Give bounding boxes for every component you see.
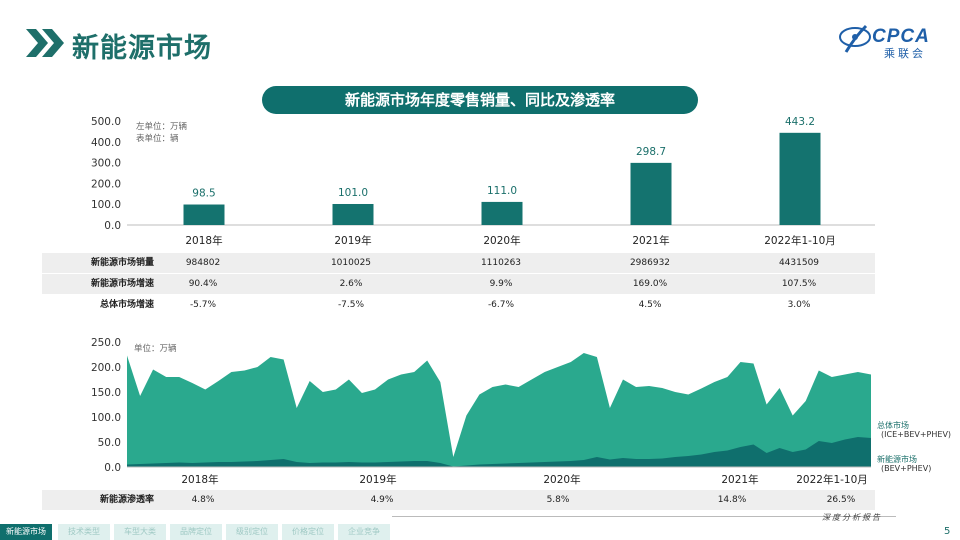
area-y-tick: 150.0 xyxy=(91,387,121,399)
bar-data-label: 443.2 xyxy=(785,116,815,128)
cpca-logo-icon xyxy=(838,22,872,56)
bar-y-tick: 0.0 xyxy=(104,220,121,232)
bar xyxy=(779,132,821,225)
penetration-cell: 4.8% xyxy=(191,495,215,505)
bar-y-tick: 300.0 xyxy=(91,158,121,170)
bar-y-tick: 400.0 xyxy=(91,137,121,149)
bar xyxy=(332,203,374,225)
bar-data-label: 111.0 xyxy=(487,185,517,197)
table-cell: -7.5% xyxy=(337,300,365,310)
nav-tab-nev-market[interactable]: 新能源市场 xyxy=(0,524,52,540)
table-cell: 107.5% xyxy=(781,279,817,289)
header-chevron-icon xyxy=(26,29,66,57)
bar-y-tick: 100.0 xyxy=(91,199,121,211)
penetration-cell: 4.9% xyxy=(370,495,394,505)
area-x-tick: 2021年 xyxy=(721,473,758,486)
area-y-tick: 200.0 xyxy=(91,362,121,374)
table-row: 新能源市场销量 984802 1010025 1110263 2986932 4… xyxy=(42,253,875,273)
bar-x-tick: 2022年1-10月 xyxy=(764,234,836,247)
bottom-nav: 新能源市场 技术类型 车型大类 品牌定位 级别定位 价格定位 企业竞争 xyxy=(0,524,960,540)
table-row-label: 新能源市场销量 xyxy=(90,258,154,268)
penetration-cell: 5.8% xyxy=(546,495,570,505)
legend-total-name: 总体市场 xyxy=(877,421,909,430)
table-row: 新能源市场增速 90.4% 2.6% 9.9% 169.0% 107.5% xyxy=(42,274,875,294)
bar-unit-right: 表单位：辆 xyxy=(136,134,179,144)
area-nev-market xyxy=(127,437,871,467)
bar-data-label: 101.0 xyxy=(338,187,368,199)
nav-tab-brand-position[interactable]: 品牌定位 xyxy=(170,524,222,540)
table-cell: 9.9% xyxy=(489,279,513,289)
bar-unit-left: 左单位：万辆 xyxy=(136,122,188,132)
table-cell: 1110263 xyxy=(480,258,522,268)
penetration-cell: 14.8% xyxy=(717,495,747,505)
area-x-tick: 2022年1-10月 xyxy=(796,473,868,486)
table-cell: 2986932 xyxy=(629,258,671,268)
legend-nev: 新能源市场 (BEV+PHEV) xyxy=(877,455,931,473)
penetration-row: 新能源渗透率 4.8% 4.9% 5.8% 14.8% 26.5% xyxy=(42,490,875,510)
bar-data-label: 298.7 xyxy=(636,146,666,158)
table-cell: 1010025 xyxy=(330,258,372,268)
bar-x-tick: 2018年 xyxy=(185,234,222,247)
bar xyxy=(630,162,672,225)
table-cell: 4.5% xyxy=(638,300,662,310)
nav-tab-enterprise-competition[interactable]: 企业竞争 xyxy=(338,524,390,540)
penetration-cell: 26.5% xyxy=(826,495,856,505)
logo-subtext: 乘联会 xyxy=(884,47,926,60)
footer-divider xyxy=(392,516,896,517)
area-y-tick: 100.0 xyxy=(91,412,121,424)
bar-data-label: 98.5 xyxy=(192,188,215,200)
legend-nev-name: 新能源市场 xyxy=(877,455,917,464)
nav-tab-vehicle-class[interactable]: 车型大类 xyxy=(114,524,166,540)
table-row-label: 总体市场增速 xyxy=(99,300,154,310)
table-cell: 3.0% xyxy=(787,300,811,310)
nav-tab-tech-type[interactable]: 技术类型 xyxy=(58,524,110,540)
area-y-tick: 50.0 xyxy=(98,437,121,449)
area-x-tick: 2018年 xyxy=(181,473,218,486)
area-y-tick: 0.0 xyxy=(104,462,121,474)
bar xyxy=(481,201,523,225)
penetration-row-label: 新能源渗透率 xyxy=(99,495,154,505)
table-cell: -5.7% xyxy=(189,300,217,310)
bar-y-tick: 200.0 xyxy=(91,178,121,190)
area-total-market xyxy=(127,353,871,467)
table-row: 总体市场增速 -5.7% -7.5% -6.7% 4.5% 3.0% xyxy=(42,295,875,315)
table-row-label: 新能源市场增速 xyxy=(90,279,154,289)
bar-y-tick: 500.0 xyxy=(91,116,121,128)
bar xyxy=(183,204,225,225)
nav-tab-price-position[interactable]: 价格定位 xyxy=(282,524,334,540)
chart-title-banner: 新能源市场年度零售销量、同比及渗透率 xyxy=(262,86,698,114)
legend-total: 总体市场 (ICE+BEV+PHEV) xyxy=(877,421,951,439)
table-cell: 90.4% xyxy=(188,279,218,289)
nav-tab-level-position[interactable]: 级别定位 xyxy=(226,524,278,540)
table-cell: -6.7% xyxy=(487,300,515,310)
page-number: 5 xyxy=(944,526,951,537)
bar-x-tick: 2019年 xyxy=(334,234,371,247)
legend-total-sub: (ICE+BEV+PHEV) xyxy=(881,430,952,439)
area-unit: 单位：万辆 xyxy=(134,344,177,354)
logo-text: CPCA xyxy=(872,26,930,47)
area-x-tick: 2020年 xyxy=(543,473,580,486)
table-cell: 2.6% xyxy=(339,279,363,289)
footer-report-label: 深度分析报告 xyxy=(822,513,882,522)
bar-x-tick: 2020年 xyxy=(483,234,520,247)
area-y-tick: 250.0 xyxy=(91,337,121,349)
table-cell: 4431509 xyxy=(778,258,820,268)
page-title: 新能源市场 xyxy=(72,33,212,64)
table-cell: 984802 xyxy=(185,258,221,268)
legend-nev-sub: (BEV+PHEV) xyxy=(881,464,932,473)
table-cell: 169.0% xyxy=(632,279,668,289)
area-x-tick: 2019年 xyxy=(359,473,396,486)
bar-x-tick: 2021年 xyxy=(632,234,669,247)
